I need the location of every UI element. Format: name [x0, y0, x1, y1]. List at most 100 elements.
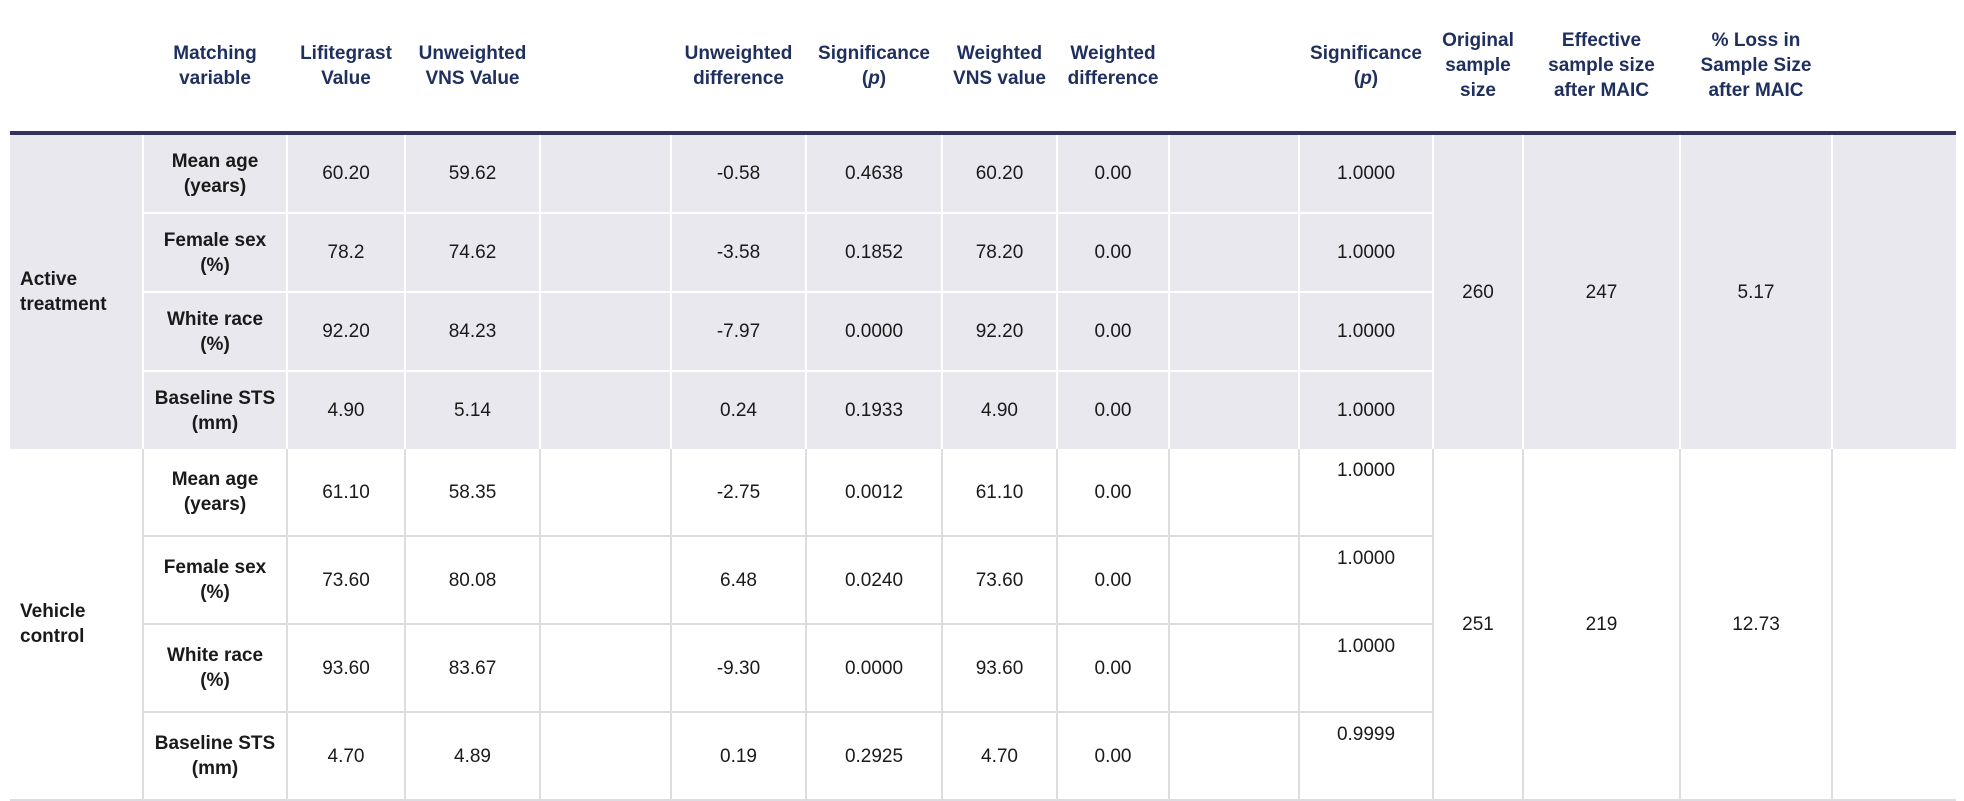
value-cell: 0.24	[671, 371, 807, 449]
header-weighted-difference: Weighted difference	[1057, 0, 1169, 135]
spacer-cell	[540, 449, 672, 537]
table-row: Female sex (%) 73.60 80.08 6.48 0.0240 7…	[10, 536, 1956, 625]
value-cell: 6.48	[671, 536, 807, 625]
value-cell: 0.00	[1057, 536, 1170, 625]
table-row: Baseline STS (mm) 4.90 5.14 0.24 0.1933 …	[10, 371, 1956, 449]
table-row: White race (%) 92.20 84.23 -7.97 0.0000 …	[10, 292, 1956, 372]
header-original-sample-size: Original sample size	[1433, 0, 1523, 135]
spacer-cell	[1169, 213, 1300, 293]
value-cell: 0.0240	[806, 536, 943, 625]
value-cell: 61.10	[942, 449, 1058, 537]
spacer-cell	[1832, 133, 1956, 449]
spacer-cell	[1169, 449, 1300, 537]
value-cell: 0.9999	[1299, 712, 1434, 801]
value-cell: 84.23	[405, 292, 541, 372]
value-cell: 83.67	[405, 624, 541, 713]
header-unweighted-vns-value: Unweighted VNS Value	[405, 0, 540, 135]
value-cell: 0.00	[1057, 624, 1170, 713]
variable-cell: Mean age (years)	[143, 133, 288, 214]
value-cell: 0.00	[1057, 712, 1170, 801]
value-cell: 1.0000	[1299, 536, 1434, 625]
group-cell-active-treatment: Active treatment	[10, 133, 144, 449]
value-cell: 1.0000	[1299, 292, 1434, 372]
value-cell: 78.20	[942, 213, 1058, 293]
value-cell: 74.62	[405, 213, 541, 293]
maic-matching-table: Matching variable Lifitegrast Value Unwe…	[10, 0, 1956, 801]
value-cell: 4.90	[942, 371, 1058, 449]
variable-cell: Female sex (%)	[143, 536, 288, 625]
effective-sample-size-cell: 247	[1523, 133, 1681, 449]
value-cell: -2.75	[671, 449, 807, 537]
table-row: Female sex (%) 78.2 74.62 -3.58 0.1852 7…	[10, 213, 1956, 293]
value-cell: 4.70	[287, 712, 406, 801]
header-spacer	[1169, 0, 1299, 135]
value-cell: 4.90	[287, 371, 406, 449]
value-cell: 4.70	[942, 712, 1058, 801]
value-cell: 58.35	[405, 449, 541, 537]
effective-sample-size-cell: 219	[1523, 449, 1681, 801]
variable-cell: Baseline STS (mm)	[143, 712, 288, 801]
value-cell: -0.58	[671, 133, 807, 214]
spacer-cell	[1169, 371, 1300, 449]
variable-cell: White race (%)	[143, 292, 288, 372]
spacer-cell	[540, 292, 672, 372]
value-cell: 0.00	[1057, 449, 1170, 537]
value-cell: 0.4638	[806, 133, 943, 214]
value-cell: 92.20	[942, 292, 1058, 372]
spacer-cell	[1169, 712, 1300, 801]
header-significance-unweighted: Significance (p)	[806, 0, 942, 135]
value-cell: 5.14	[405, 371, 541, 449]
original-sample-size-cell: 260	[1433, 133, 1524, 449]
header-weighted-vns-value: Weighted VNS value	[942, 0, 1057, 135]
header-significance-weighted: Significance (p)	[1299, 0, 1433, 135]
spacer-cell	[540, 213, 672, 293]
header-spacer	[1832, 0, 1956, 135]
pct-loss-cell: 12.73	[1680, 449, 1833, 801]
header-pct-loss-sample-size: % Loss in Sample Size after MAIC	[1680, 0, 1832, 135]
value-cell: 92.20	[287, 292, 406, 372]
header-unweighted-difference: Unweighted difference	[671, 0, 806, 135]
header-matching-variable: Matching variable	[143, 0, 287, 135]
value-cell: 0.00	[1057, 213, 1170, 293]
table-row: White race (%) 93.60 83.67 -9.30 0.0000 …	[10, 624, 1956, 713]
spacer-cell	[540, 712, 672, 801]
spacer-cell	[1832, 449, 1956, 801]
group-cell-vehicle-control: Vehicle control	[10, 449, 144, 801]
value-cell: 0.1933	[806, 371, 943, 449]
value-cell: 0.00	[1057, 133, 1170, 214]
header-lifitegrast-value: Lifitegrast Value	[287, 0, 405, 135]
value-cell: 60.20	[942, 133, 1058, 214]
value-cell: 0.1852	[806, 213, 943, 293]
value-cell: 0.19	[671, 712, 807, 801]
variable-cell: Mean age (years)	[143, 449, 288, 537]
value-cell: 59.62	[405, 133, 541, 214]
value-cell: 0.0000	[806, 292, 943, 372]
value-cell: 1.0000	[1299, 371, 1434, 449]
value-cell: -3.58	[671, 213, 807, 293]
value-cell: -9.30	[671, 624, 807, 713]
value-cell: 73.60	[942, 536, 1058, 625]
spacer-cell	[1169, 133, 1300, 214]
spacer-cell	[1169, 536, 1300, 625]
spacer-cell	[540, 624, 672, 713]
variable-cell: White race (%)	[143, 624, 288, 713]
value-cell: 93.60	[942, 624, 1058, 713]
value-cell: 1.0000	[1299, 449, 1434, 537]
value-cell: 0.0012	[806, 449, 943, 537]
value-cell: 0.0000	[806, 624, 943, 713]
value-cell: 93.60	[287, 624, 406, 713]
original-sample-size-cell: 251	[1433, 449, 1524, 801]
value-cell: 1.0000	[1299, 133, 1434, 214]
spacer-cell	[540, 371, 672, 449]
variable-cell: Baseline STS (mm)	[143, 371, 288, 449]
value-cell: 61.10	[287, 449, 406, 537]
value-cell: 78.2	[287, 213, 406, 293]
header-spacer	[540, 0, 671, 135]
variable-cell: Female sex (%)	[143, 213, 288, 293]
spacer-cell	[1169, 624, 1300, 713]
spacer-cell	[540, 133, 672, 214]
value-cell: -7.97	[671, 292, 807, 372]
header-group-cell	[10, 0, 143, 135]
value-cell: 0.2925	[806, 712, 943, 801]
maic-matching-table-wrap: Matching variable Lifitegrast Value Unwe…	[10, 0, 1956, 801]
